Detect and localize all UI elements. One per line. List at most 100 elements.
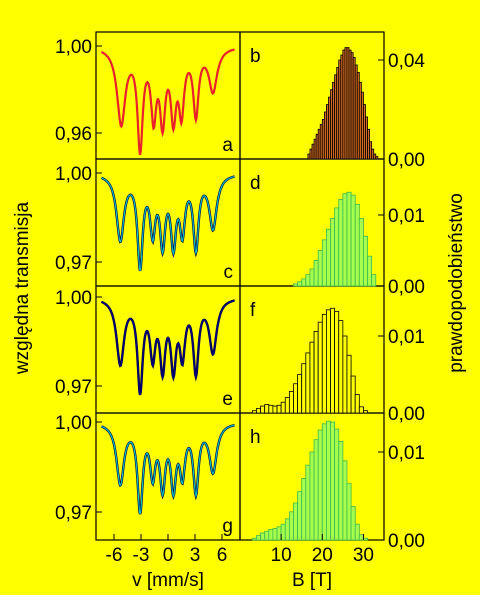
histogram-bar-f [330, 307, 336, 414]
panel-letter-g: g [222, 516, 233, 537]
spectrum-fit-e [101, 299, 235, 396]
x-tick-label-v-4: 6 [217, 545, 228, 566]
y-tick-label-e-0: 1,00 [55, 288, 92, 309]
panel-letter-f: f [250, 300, 256, 321]
histogram-bar-h [293, 502, 298, 541]
y-tick-label-c-0: 1,00 [55, 164, 92, 185]
x-tick-label-v-2: 0 [163, 545, 174, 566]
left-y-axis-title: względna transmisja [12, 202, 33, 376]
histogram-bar-h [276, 526, 282, 541]
histogram-bar-f [342, 335, 348, 414]
histogram-bar-d [354, 203, 360, 287]
histogram-bar-f [358, 406, 364, 414]
histogram-bar-f [297, 374, 303, 414]
histogram-bar-f [354, 394, 360, 414]
histogram-bar-f [272, 405, 278, 414]
histogram-bar-h [338, 441, 344, 541]
x-tick-label-b-2: 30 [353, 545, 374, 566]
y-tick-label-f-1: 0,00 [388, 404, 425, 425]
histogram-bar-h [260, 532, 266, 541]
histogram-bar-h [321, 423, 327, 541]
x-tick-label-b-1: 20 [312, 545, 333, 566]
y-tick-label-g-1: 0,97 [55, 503, 92, 524]
histogram-bar-h [346, 483, 352, 541]
histogram-bar-d [350, 194, 356, 287]
histogram-bar-d [325, 228, 331, 287]
histogram-bar-f [305, 352, 311, 414]
panel-letter-b: b [250, 46, 261, 67]
x-tick-label-v-1: -3 [133, 545, 150, 566]
histogram-bar-h [350, 506, 356, 541]
y-tick-label-a-0: 1,00 [55, 37, 92, 58]
histogram-bar-d [309, 268, 315, 287]
histogram-bar-d [301, 278, 307, 287]
histogram-bar-h [264, 530, 270, 541]
histogram-bar-f [325, 309, 331, 414]
histogram-bar-f [321, 314, 327, 414]
histogram-bar-d [334, 207, 340, 287]
histogram-bar-h [325, 420, 331, 541]
histogram-bar-f [293, 383, 298, 414]
panel-letter-h: h [250, 427, 261, 448]
histogram-bar-d [363, 235, 368, 287]
histogram-bar-f [260, 405, 266, 414]
histogram-bar-d [330, 218, 336, 287]
histogram-bar-h [342, 460, 348, 541]
y-tick-label-g-0: 1,00 [55, 413, 92, 434]
histogram-bar-f [350, 375, 356, 414]
y-tick-label-b-1: 0,00 [388, 150, 425, 171]
histogram-bar-f [317, 321, 323, 414]
histogram-bar-b [375, 156, 379, 160]
histogram-bar-d [346, 191, 352, 287]
histogram-bar-f [363, 410, 368, 414]
histogram-bar-d [321, 239, 327, 287]
histogram-bar-f [268, 404, 274, 414]
histogram-bar-h [272, 528, 278, 541]
histogram-bar-h [334, 428, 340, 541]
histogram-bar-f [301, 363, 307, 414]
panel-letter-a: a [222, 135, 233, 156]
histogram-bar-d [338, 198, 344, 287]
histogram-bar-d [371, 274, 377, 287]
y-tick-label-c-1: 0,97 [55, 253, 92, 274]
histogram-bar-f [313, 330, 319, 414]
histogram-bar-h [317, 429, 323, 541]
y-tick-label-d-0: 0,01 [388, 206, 425, 227]
histogram-bar-h [363, 537, 368, 541]
histogram-bar-f [334, 310, 340, 414]
histogram-bar-h [354, 523, 360, 541]
histogram-bar-f [284, 397, 290, 414]
chart-labels: 1,00 0,96 a 0,04 0,00 b 1,00 0,97 c 0,01 0,00 d 1,00… [55, 37, 425, 566]
histogram-bar-d [342, 193, 348, 287]
histogram-bar-h [330, 421, 336, 541]
histogram-bar-d [313, 260, 319, 287]
histogram-bar-h [305, 464, 311, 541]
histogram-bar-h [288, 511, 294, 541]
histogram-bar-h [256, 535, 261, 541]
histogram-bar-d [317, 250, 323, 287]
y-tick-label-f-0: 0,01 [388, 327, 425, 348]
y-tick-label-h-0: 0,01 [388, 443, 425, 464]
histogram-bar-h [301, 477, 307, 541]
histogram-bar-f [251, 410, 257, 414]
histogram-bar-h [297, 491, 303, 541]
x-tick-label-v-3: 3 [190, 545, 201, 566]
histogram-bar-d [358, 218, 364, 287]
x-tick-label-v-0: -6 [106, 545, 123, 566]
panel-letter-e: e [222, 389, 233, 410]
histogram-bar-h [284, 518, 290, 541]
spectrum-line-a [100, 48, 235, 156]
histogram-bar-f [264, 404, 270, 414]
panel-letter-d: d [250, 173, 261, 194]
y-tick-label-b-0: 0,04 [388, 51, 425, 72]
histogram-bar-f [256, 407, 261, 414]
left-x-axis-title: v [mm/s] [132, 570, 204, 591]
y-tick-label-e-1: 0,97 [55, 377, 92, 398]
histogram-bar-d [367, 255, 373, 287]
panel-letter-c: c [224, 262, 234, 283]
histogram-bar-h [268, 529, 274, 541]
chart-marks [96, 45, 384, 541]
right-x-axis-title: B [T] [292, 570, 332, 591]
